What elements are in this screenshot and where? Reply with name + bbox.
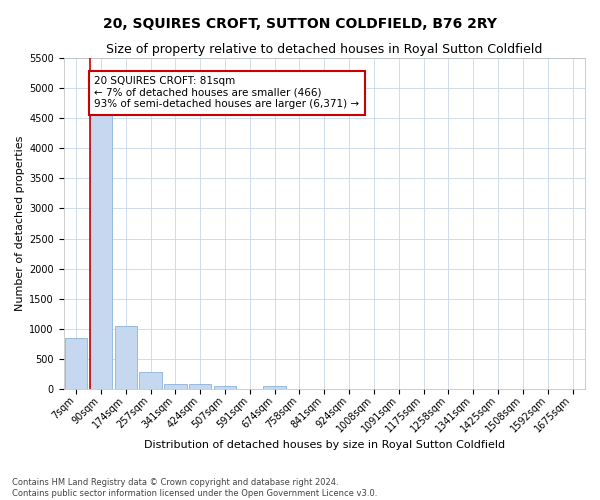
X-axis label: Distribution of detached houses by size in Royal Sutton Coldfield: Distribution of detached houses by size … <box>144 440 505 450</box>
Bar <box>164 384 187 389</box>
Bar <box>214 386 236 389</box>
Text: 20 SQUIRES CROFT: 81sqm
← 7% of detached houses are smaller (466)
93% of semi-de: 20 SQUIRES CROFT: 81sqm ← 7% of detached… <box>94 76 359 110</box>
Bar <box>65 338 87 389</box>
Bar <box>90 112 112 389</box>
Text: Contains HM Land Registry data © Crown copyright and database right 2024.
Contai: Contains HM Land Registry data © Crown c… <box>12 478 377 498</box>
Text: 20, SQUIRES CROFT, SUTTON COLDFIELD, B76 2RY: 20, SQUIRES CROFT, SUTTON COLDFIELD, B76… <box>103 18 497 32</box>
Bar <box>263 386 286 389</box>
Bar <box>115 326 137 389</box>
Bar <box>189 384 211 389</box>
Bar <box>139 372 162 389</box>
Y-axis label: Number of detached properties: Number of detached properties <box>15 136 25 311</box>
Title: Size of property relative to detached houses in Royal Sutton Coldfield: Size of property relative to detached ho… <box>106 42 542 56</box>
